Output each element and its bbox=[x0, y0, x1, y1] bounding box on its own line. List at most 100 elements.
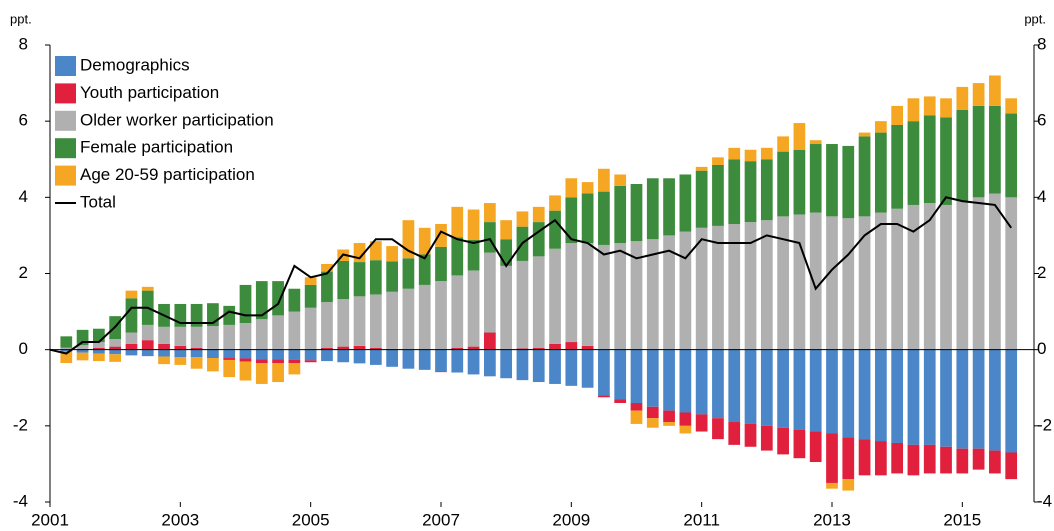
bar-segment bbox=[288, 288, 301, 312]
bar-segment bbox=[744, 349, 757, 424]
y2-tick-label: -4 bbox=[1037, 491, 1052, 510]
bar-segment bbox=[940, 204, 952, 350]
bar-segment bbox=[809, 212, 822, 350]
bar-segment bbox=[842, 349, 855, 438]
bar-segment bbox=[532, 206, 545, 223]
y-tick-label: 8 bbox=[19, 34, 28, 53]
bar-segment bbox=[614, 174, 627, 186]
bar-segment bbox=[956, 201, 969, 350]
bar-segment bbox=[712, 157, 724, 165]
bar-segment bbox=[190, 349, 203, 358]
bar-segment bbox=[125, 343, 138, 350]
y2-tick-label: 0 bbox=[1037, 339, 1046, 358]
bar-segment bbox=[239, 323, 252, 350]
bar-segment bbox=[484, 203, 496, 223]
bar-segment bbox=[1005, 113, 1018, 198]
y-tick-label: 6 bbox=[19, 111, 28, 130]
bar-segment bbox=[907, 121, 920, 205]
bar-segment bbox=[174, 349, 187, 358]
x-tick-label: 2015 bbox=[943, 510, 981, 529]
bar-segment bbox=[353, 296, 366, 346]
bar-segment bbox=[679, 174, 692, 232]
bar-segment bbox=[451, 206, 464, 238]
bar-segment bbox=[630, 241, 643, 350]
bar-segment bbox=[467, 346, 480, 350]
bar-segment bbox=[728, 159, 741, 224]
bar-segment bbox=[93, 349, 105, 354]
bar-segment bbox=[581, 182, 594, 194]
bar-segment bbox=[190, 303, 203, 327]
bar-segment bbox=[125, 332, 138, 344]
legend-label: Total bbox=[80, 192, 116, 211]
bar-segment bbox=[337, 349, 350, 363]
bar-segment bbox=[239, 361, 252, 381]
bar-segment bbox=[923, 203, 936, 350]
bar-segment bbox=[760, 349, 773, 426]
bar-segment bbox=[435, 246, 447, 282]
bar-segment bbox=[826, 216, 838, 350]
bar-segment bbox=[923, 444, 936, 474]
bar-segment bbox=[581, 193, 594, 244]
legend-label: Older worker participation bbox=[80, 110, 274, 129]
bar-segment bbox=[826, 482, 838, 489]
bar-segment bbox=[158, 326, 170, 344]
bar-segment bbox=[174, 357, 187, 365]
y-tick-label: 4 bbox=[19, 187, 28, 206]
bar-segment bbox=[858, 132, 871, 137]
bar-segment bbox=[874, 349, 887, 442]
bar-segment bbox=[321, 302, 333, 348]
bar-segment bbox=[581, 243, 594, 346]
bar-segment bbox=[93, 353, 105, 362]
legend-swatch bbox=[55, 110, 76, 131]
legend-swatch bbox=[55, 165, 76, 186]
bar-segment bbox=[989, 450, 1001, 474]
x-tick-label: 2007 bbox=[422, 510, 460, 529]
bar-segment bbox=[76, 352, 89, 361]
bar-segment bbox=[337, 299, 350, 347]
y-tick-label: 0 bbox=[19, 339, 28, 358]
bar-segment bbox=[549, 210, 561, 249]
bar-segment bbox=[777, 216, 789, 350]
bar-segment bbox=[418, 284, 431, 350]
bar-segment bbox=[614, 399, 627, 403]
bar-segment bbox=[272, 281, 284, 316]
bar-segment bbox=[190, 357, 203, 369]
bar-segment bbox=[418, 254, 431, 285]
bar-segment bbox=[565, 349, 578, 386]
bar-segment bbox=[93, 347, 105, 350]
bar-segment bbox=[500, 239, 513, 266]
legend-label: Female participation bbox=[80, 138, 233, 157]
bar-segment bbox=[549, 349, 561, 384]
bar-segment bbox=[304, 360, 317, 363]
bar-segment bbox=[956, 448, 969, 474]
bar-segment bbox=[109, 339, 122, 347]
bar-segment bbox=[402, 349, 415, 369]
bar-segment bbox=[549, 195, 561, 211]
bar-segment bbox=[760, 147, 773, 160]
bar-segment bbox=[972, 349, 985, 449]
bar-segment bbox=[809, 349, 822, 432]
bar-segment bbox=[874, 121, 887, 133]
bar-segment bbox=[402, 220, 415, 259]
x-tick-label: 2003 bbox=[161, 510, 199, 529]
bar-segment bbox=[435, 223, 447, 247]
bar-segment bbox=[972, 83, 985, 106]
legend-label: Demographics bbox=[80, 55, 190, 74]
bar-segment bbox=[272, 362, 284, 383]
bar-segment bbox=[842, 479, 855, 491]
bar-segment bbox=[907, 98, 920, 122]
bar-segment bbox=[174, 303, 187, 327]
bar-segment bbox=[842, 218, 855, 350]
bar-segment bbox=[891, 208, 904, 350]
bar-segment bbox=[467, 270, 480, 347]
bar-segment bbox=[989, 75, 1001, 106]
bar-segment bbox=[484, 222, 496, 253]
bar-segment bbox=[956, 349, 969, 449]
bar-segment bbox=[581, 349, 594, 388]
legend-swatch bbox=[55, 138, 76, 159]
bar-segment bbox=[109, 349, 122, 355]
bar-segment bbox=[891, 442, 904, 474]
bar-segment bbox=[972, 197, 985, 350]
total-line bbox=[49, 196, 1013, 355]
